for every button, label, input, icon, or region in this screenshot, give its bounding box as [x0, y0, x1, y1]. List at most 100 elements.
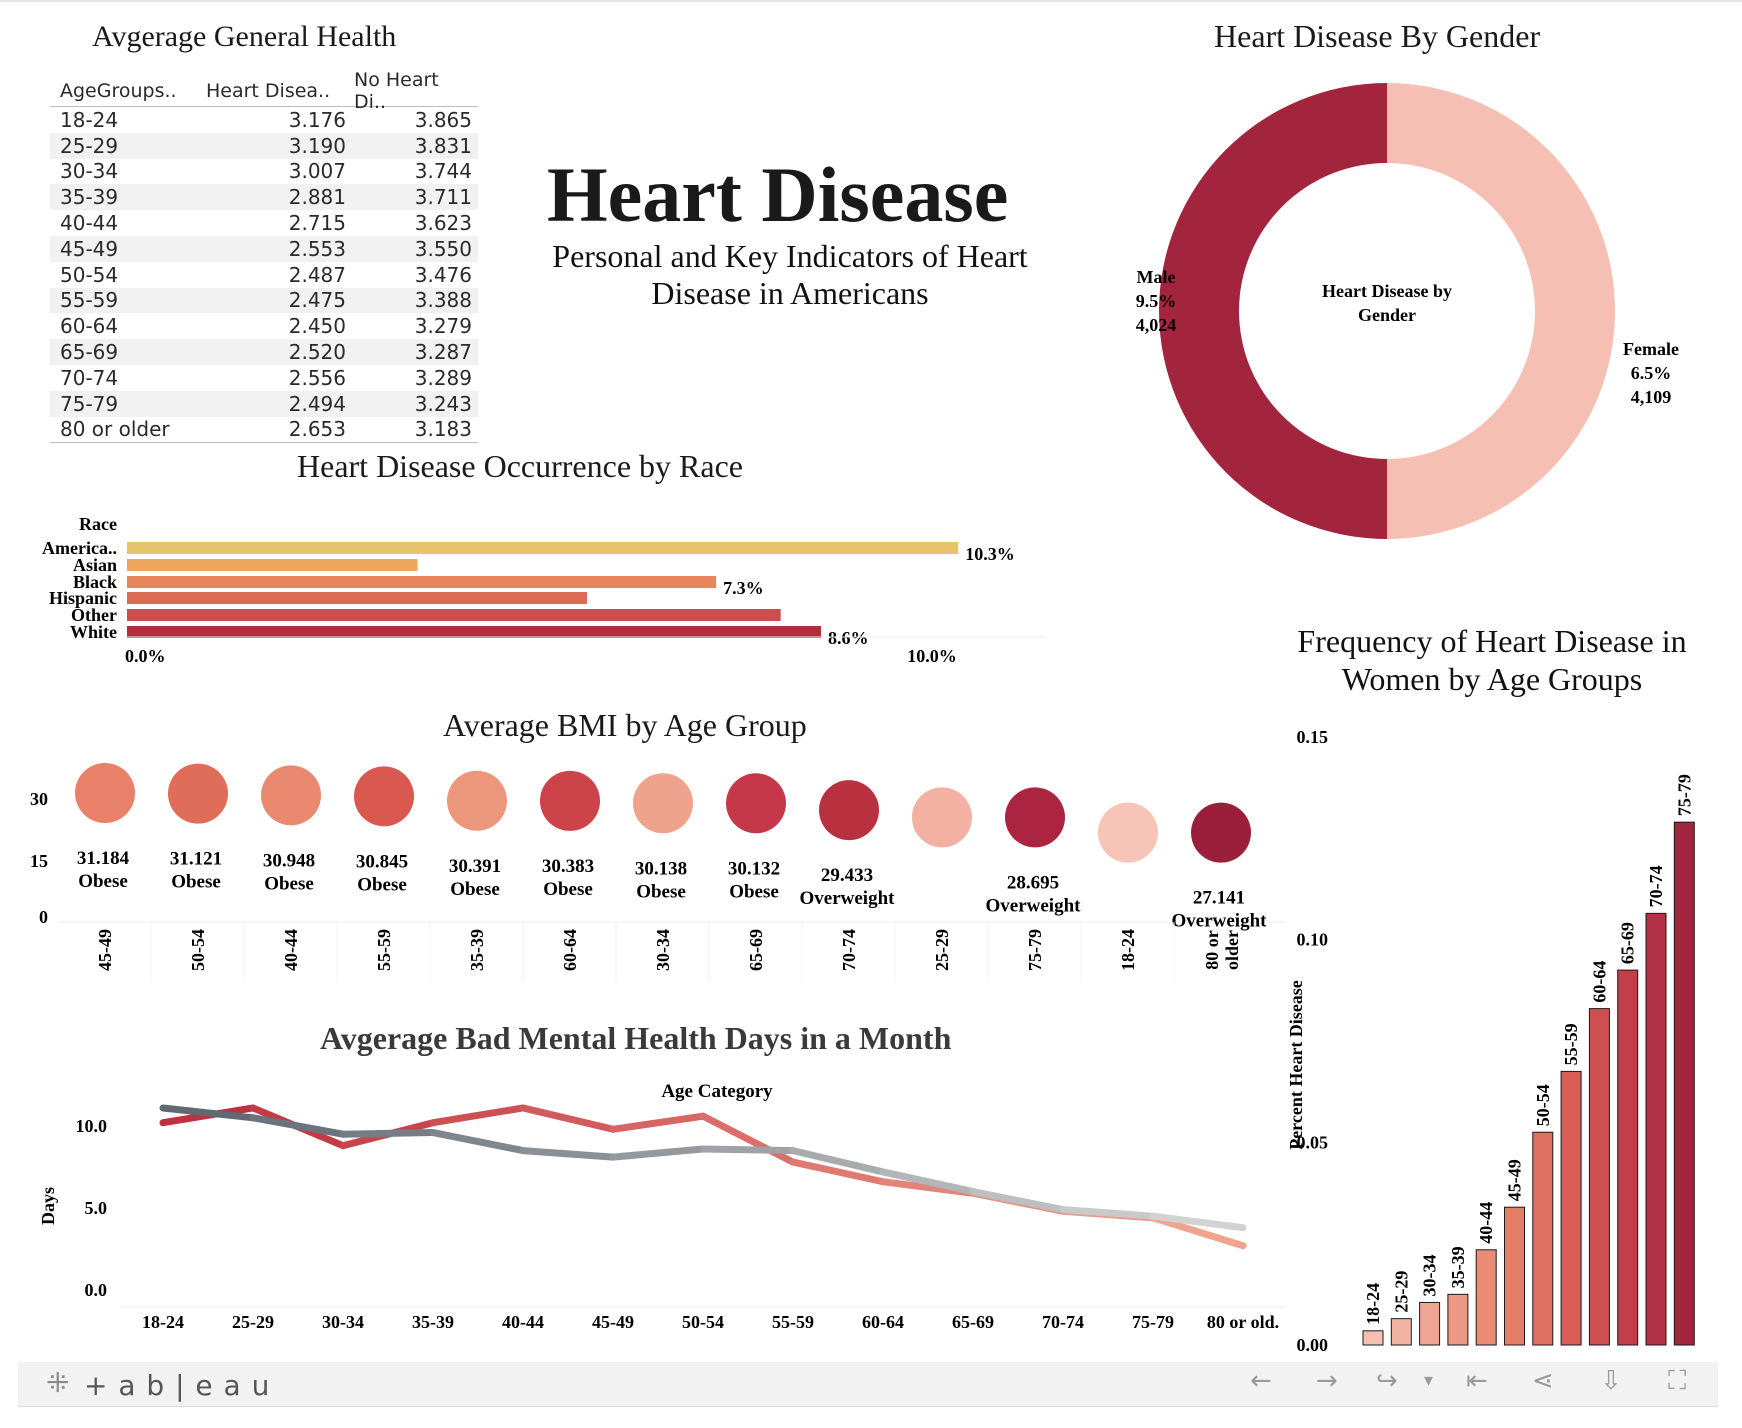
- race-bar: [127, 559, 418, 571]
- tableau-logo[interactable]: + a b | e a u: [84, 1369, 271, 1402]
- gender-slice-male: [1159, 83, 1387, 539]
- table-row[interactable]: 50-54 2.487 3.476: [50, 262, 478, 288]
- women-bar-label: 45-49: [1505, 1159, 1525, 1201]
- column-header-heart-disease[interactable]: Heart Disea..: [206, 80, 331, 102]
- top-border: [0, 0, 1742, 2]
- table-row[interactable]: 25-29 3.190 3.831: [50, 132, 478, 159]
- race-bar: [127, 542, 959, 554]
- revert-icon[interactable]: ↪: [1376, 1366, 1398, 1396]
- mental-x-tick-label: 75-79: [1132, 1312, 1174, 1332]
- no-heart-disease-cell: 3.243: [414, 391, 472, 416]
- women-bar: [1447, 1293, 1469, 1346]
- tableau-cross-icon[interactable]: ⁜: [46, 1366, 70, 1399]
- heart-disease-cell: 2.556: [288, 365, 346, 390]
- bmi-value-label: 28.695: [1007, 872, 1059, 893]
- table-row[interactable]: 70-74 2.556 3.289: [50, 365, 478, 391]
- heart-disease-cell: 3.176: [288, 107, 346, 132]
- women-bar: [1475, 1249, 1497, 1346]
- subtitle-line-2: Disease in Americans: [651, 275, 929, 311]
- women-bar: [1504, 1206, 1525, 1346]
- table-row[interactable]: 18-24 3.176 3.865: [50, 107, 478, 133]
- race-bar: [127, 576, 717, 588]
- no-heart-disease-cell: 3.287: [414, 340, 472, 365]
- dashboard-subtitle: Personal and Key Indicators of Heart Dis…: [520, 238, 1060, 312]
- download-icon[interactable]: ⇩: [1600, 1366, 1622, 1396]
- mental-series-2-segment: [159, 1104, 257, 1122]
- dropdown-caret-icon[interactable]: ▾: [1424, 1370, 1434, 1391]
- bmi-dot: [261, 765, 321, 826]
- age-group-cell: 25-29: [60, 133, 119, 158]
- no-heart-disease-cell: 3.744: [414, 159, 472, 184]
- mental-series-2-segment: [1059, 1206, 1157, 1220]
- bmi-age-group-label: 70-74: [839, 929, 859, 971]
- bmi-age-group-label: 60-64: [560, 929, 580, 971]
- bmi-dot: [1005, 787, 1065, 848]
- mental-series-2-segment: [249, 1114, 347, 1138]
- column-header-no-heart-disease[interactable]: No Heart Di..: [354, 69, 439, 113]
- bmi-age-group-label: 18-24: [1118, 929, 1138, 971]
- table-row[interactable]: 60-64 2.450 3.279: [50, 313, 478, 339]
- race-bar: [127, 609, 781, 621]
- reset-to-start-icon[interactable]: ⇤: [1466, 1366, 1488, 1396]
- table-row[interactable]: 35-39 2.881 3.711: [50, 184, 478, 211]
- bmi-dot-chart: 3015031.184Obese45-4931.121Obese50-5430.…: [30, 763, 1285, 982]
- table-row[interactable]: 45-49 2.553 3.550: [50, 235, 478, 262]
- health-table: AgeGroups.. Heart Disea.. No Heart Di.. …: [50, 69, 478, 444]
- age-group-cell: 45-49: [60, 236, 119, 261]
- bmi-value-label: 30.383: [542, 856, 594, 877]
- race-x-tick-label: 10.0%: [907, 646, 957, 666]
- women-bar-label: 65-69: [1618, 922, 1638, 964]
- age-group-cell: 18-24: [60, 107, 119, 132]
- column-header-age-groups[interactable]: AgeGroups..: [60, 80, 177, 102]
- table-row[interactable]: 40-44 2.715 3.623: [50, 210, 478, 236]
- heart-disease-cell: 2.475: [288, 288, 346, 313]
- gender-male-percent-label: 9.5%: [1136, 291, 1177, 311]
- bmi-age-group-label: 35-39: [467, 929, 487, 971]
- share-icon[interactable]: ⋖: [1532, 1366, 1554, 1396]
- age-group-cell: 60-64: [60, 314, 119, 339]
- mental-x-tick-label: 80 or old.: [1207, 1312, 1279, 1332]
- women-y-tick-label: 0.05: [1297, 1132, 1329, 1152]
- bmi-dot: [1191, 802, 1251, 863]
- redo-arrow-icon[interactable]: →: [1316, 1366, 1338, 1396]
- mental-series-2-segment: [429, 1129, 527, 1155]
- bmi-value-label: 30.132: [728, 858, 780, 879]
- women-frequency-bar-chart: Percent Heart Disease 0.00 0.05 0.10 0.15 18-…: [1286, 727, 1695, 1355]
- table-row[interactable]: 30-34 3.007 3.744: [50, 159, 478, 185]
- mental-series-2-segment: [969, 1188, 1067, 1214]
- mental-x-tick-label: 18-24: [142, 1312, 184, 1332]
- mental-x-axis-title: Age Category: [661, 1081, 773, 1102]
- no-heart-disease-cell: 3.711: [414, 185, 472, 210]
- mental-y-axis-title: Days: [38, 1187, 58, 1225]
- mental-series-1-segment: [699, 1112, 797, 1166]
- age-group-cell: 75-79: [60, 391, 119, 416]
- gender-male-name-label: Male: [1137, 267, 1176, 287]
- bmi-dot: [819, 780, 879, 841]
- no-heart-disease-cell: 3.831: [414, 133, 472, 158]
- mental-x-tick-label: 25-29: [232, 1312, 274, 1332]
- bmi-dot: [726, 773, 786, 834]
- bmi-age-group-label: 80 orolder: [1202, 930, 1242, 970]
- heart-disease-cell: 3.007: [288, 159, 346, 184]
- table-row[interactable]: 55-59 2.475 3.388: [50, 287, 478, 314]
- heart-disease-cell: 2.881: [288, 185, 346, 210]
- undo-arrow-icon[interactable]: ←: [1250, 1366, 1272, 1396]
- bmi-age-group-label: 25-29: [932, 929, 952, 971]
- mental-series-2-segment: [699, 1145, 797, 1155]
- table-row[interactable]: 80 or older 2.653 3.183: [50, 417, 478, 443]
- table-row[interactable]: 65-69 2.520 3.287: [50, 339, 478, 365]
- bmi-class-label: Obese: [543, 879, 593, 900]
- mental-x-tick-label: 65-69: [952, 1312, 994, 1332]
- bmi-value-label: 27.141: [1193, 888, 1245, 909]
- bmi-value-label: 30.845: [356, 851, 408, 872]
- table-row[interactable]: 75-79 2.494 3.243: [50, 390, 478, 417]
- bmi-age-group-label: 75-79: [1025, 929, 1045, 971]
- gender-female-percent-label: 6.5%: [1631, 363, 1672, 383]
- health-table-title: Avgerage General Health: [92, 20, 397, 53]
- women-bar: [1390, 1318, 1412, 1346]
- mental-series-1-segment: [1149, 1214, 1247, 1250]
- bmi-class-label: Obese: [357, 874, 407, 895]
- fullscreen-icon[interactable]: ⛶: [1668, 1366, 1687, 1396]
- bmi-value-label: 30.948: [263, 850, 315, 871]
